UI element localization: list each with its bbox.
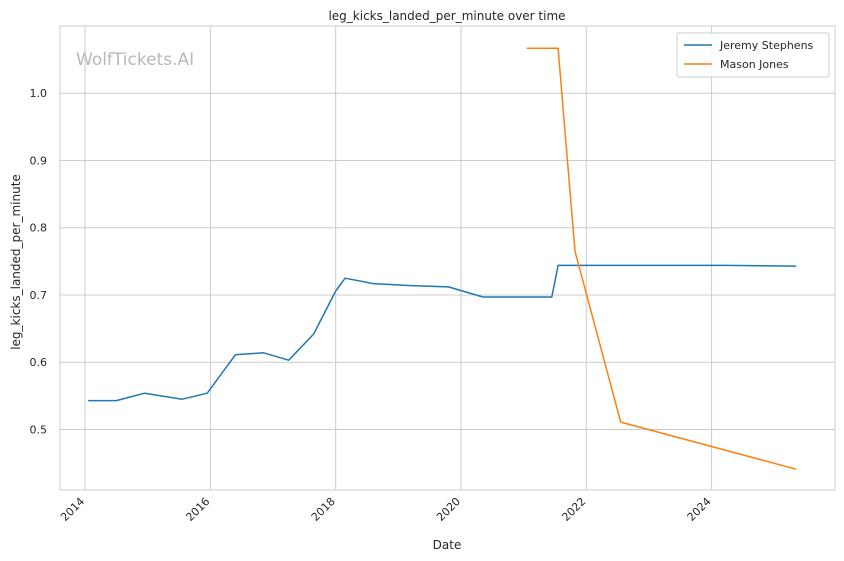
series-lines [88,47,797,470]
x-tick-label: 2022 [559,495,588,524]
legend: Jeremy Stephens Mason Jones [676,32,830,78]
watermark: WolfTickets.AI [76,50,194,70]
x-tick-label: 2016 [183,495,212,524]
x-tick-label: 2018 [309,495,338,524]
x-axis-label: Date [433,538,462,552]
legend-label-jeremy-stephens: Jeremy Stephens [719,39,814,52]
grid [60,26,835,490]
series-line-mason-jones [526,47,797,470]
legend-label-mason-jones: Mason Jones [720,58,789,71]
y-tick-label: 0.7 [30,289,48,302]
series-line-jeremy-stephens [88,264,797,402]
x-tick-label: 2020 [434,495,463,524]
y-tick-label: 1.0 [30,87,48,100]
x-tick-label: 2014 [58,495,87,524]
legend-box [676,32,830,78]
y-tick-label: 0.8 [30,222,48,235]
chart-title: leg_kicks_landed_per_minute over time [328,9,565,23]
x-tick-label: 2024 [685,495,714,524]
y-tick-label: 0.5 [30,423,48,436]
plot-area-frame [59,25,836,491]
x-axis-ticks: 2014 2016 2018 2020 2022 2024 [58,495,714,524]
y-axis-ticks: 0.5 0.6 0.7 0.8 0.9 1.0 [30,87,48,436]
y-tick-label: 0.9 [30,154,48,167]
y-axis-label: leg_kicks_landed_per_minute [9,174,23,350]
y-tick-label: 0.6 [30,356,48,369]
